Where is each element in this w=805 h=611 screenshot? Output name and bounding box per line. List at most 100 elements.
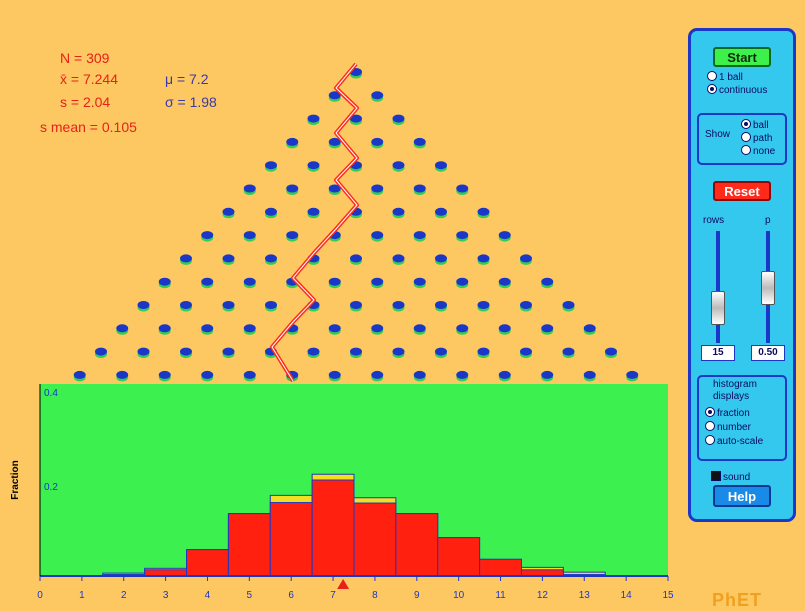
peg	[350, 114, 362, 123]
peg	[456, 324, 469, 333]
peg	[350, 347, 362, 356]
peg	[583, 370, 596, 379]
radio-auto-scale-label: auto-scale	[717, 436, 764, 447]
peg	[456, 370, 469, 379]
radio-continuous[interactable]: continuous	[707, 84, 767, 97]
radio-number[interactable]: number	[705, 421, 751, 434]
peg	[328, 137, 341, 146]
peg	[201, 277, 214, 286]
displays-title: displays	[713, 391, 750, 402]
rows-value-field[interactable]: 15	[701, 345, 735, 361]
peg	[265, 254, 277, 263]
peg	[541, 324, 554, 333]
radio-fraction[interactable]: fraction	[705, 407, 750, 420]
x-tick-label: 1	[79, 590, 85, 601]
histogram-bar	[395, 513, 439, 577]
peg	[307, 207, 320, 216]
peg	[435, 254, 447, 263]
peg	[243, 231, 256, 240]
peg	[520, 254, 532, 263]
peg	[562, 347, 575, 356]
radio-number-label: number	[717, 422, 751, 433]
radio-show-path[interactable]: path	[741, 132, 772, 145]
peg	[413, 370, 426, 379]
phet-logo: PhET	[712, 590, 763, 610]
peg	[95, 347, 107, 356]
mean-marker	[337, 579, 350, 589]
peg	[392, 254, 405, 263]
help-button[interactable]: Help	[713, 485, 771, 507]
peg	[243, 324, 256, 333]
peg	[562, 301, 575, 309]
peg	[626, 370, 639, 379]
radio-1-ball[interactable]: 1 ball	[707, 71, 743, 84]
histogram-bar	[227, 513, 271, 577]
x-tick-label: 13	[579, 590, 591, 601]
histogram-bar	[186, 549, 229, 577]
peg	[435, 161, 447, 170]
x-tick-label: 15	[662, 590, 674, 601]
peg	[371, 231, 384, 240]
peg	[498, 231, 511, 240]
histogram-axes: 0 1 2 3 4 5 6 7 8 9 10 11 12 13 14 15	[37, 384, 674, 601]
peg	[222, 301, 235, 309]
radio-circle	[707, 71, 717, 81]
x-tick-label: 9	[414, 590, 420, 601]
peg	[201, 324, 214, 333]
x-tick-label: 5	[247, 590, 253, 601]
peg	[413, 137, 426, 146]
peg	[477, 301, 490, 309]
peg	[243, 184, 256, 193]
histogram-bar	[311, 479, 355, 577]
x-tick-label: 14	[621, 590, 633, 601]
peg	[222, 207, 235, 216]
peg	[350, 301, 362, 309]
radio-show-none[interactable]: none	[741, 145, 775, 158]
peg	[307, 161, 320, 170]
radio-1-ball-label: 1 ball	[719, 72, 743, 83]
peg	[520, 301, 532, 309]
radio-continuous-label: continuous	[719, 85, 768, 96]
rows-slider-thumb[interactable]	[711, 291, 725, 325]
peg	[498, 370, 511, 379]
radio-show-none-label: none	[753, 146, 776, 157]
peg	[137, 301, 150, 309]
peg	[158, 277, 171, 286]
peg	[392, 207, 405, 216]
peg	[520, 347, 532, 356]
peg	[243, 277, 256, 286]
reset-button[interactable]: Reset	[713, 181, 771, 201]
peg	[180, 254, 192, 263]
radio-show-ball[interactable]: ball	[741, 119, 769, 132]
show-label: Show	[705, 129, 731, 140]
peg	[392, 301, 405, 309]
peg	[392, 114, 405, 123]
peg	[413, 277, 426, 286]
start-button[interactable]: Start	[713, 47, 771, 67]
radio-circle	[707, 84, 717, 94]
radio-show-path-label: path	[753, 133, 773, 144]
peg	[541, 277, 554, 286]
x-tick-label: 0	[37, 590, 43, 601]
sound-checkbox[interactable]: sound	[711, 471, 750, 484]
show-group: Show ball path none	[697, 113, 787, 165]
x-tick-label: 2	[121, 590, 127, 601]
rows-slider-track[interactable]	[716, 231, 720, 343]
peg	[137, 347, 150, 356]
x-tick-label: 10	[453, 590, 465, 601]
peg	[286, 231, 299, 240]
peg	[435, 207, 447, 216]
peg	[158, 370, 171, 379]
peg	[328, 324, 341, 333]
radio-auto-scale[interactable]: auto-scale	[705, 435, 763, 448]
peg	[583, 324, 596, 333]
peg	[477, 254, 490, 263]
peg	[371, 184, 384, 193]
radio-circle	[741, 145, 751, 155]
peg	[477, 347, 490, 356]
p-value-field[interactable]: 0.50	[751, 345, 785, 361]
peg	[350, 254, 362, 263]
radio-show-ball-label: ball	[753, 120, 769, 131]
p-slider-thumb[interactable]	[761, 271, 775, 305]
